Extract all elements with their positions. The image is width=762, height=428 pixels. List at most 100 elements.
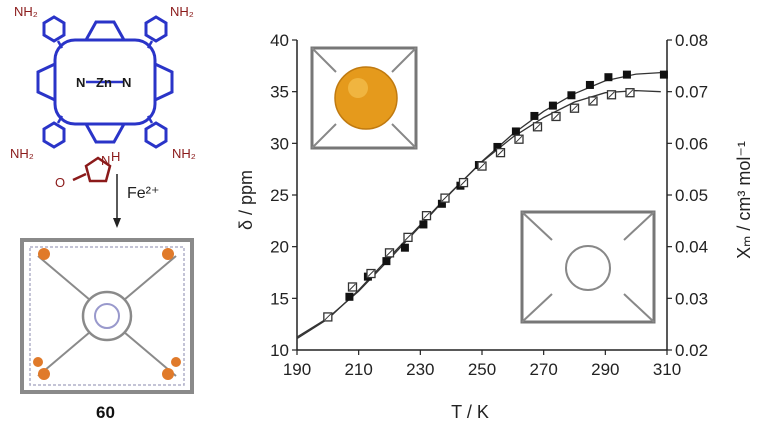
right-y-tick-label: 0.07 [675, 83, 708, 102]
phenyl-ring-top-right [144, 15, 168, 43]
filled-square-point [548, 101, 557, 110]
filled-square-point [567, 91, 576, 100]
phenyl-ring-bottom-left [42, 121, 66, 149]
filled-square-point [419, 220, 428, 229]
open-square-slash [571, 104, 578, 112]
open-square-slash [324, 313, 332, 321]
zinc-label: Zn [96, 75, 112, 90]
iron-vertex-mid-bottom-right [171, 357, 181, 367]
open-square-slash [608, 91, 615, 99]
aldehyde-bond [72, 172, 87, 182]
left-y-tick-label: 15 [270, 289, 289, 308]
open-square-slash [386, 249, 393, 257]
porphyrin-pyrrole-left [36, 62, 56, 102]
amine-label-top-left: NH₂ [14, 4, 38, 19]
cage-center-porphyrin [81, 290, 133, 342]
data-points [323, 70, 668, 322]
phenyl-link-tr [146, 40, 154, 49]
inset-cage-center [565, 245, 611, 291]
filled-square-point [530, 111, 539, 120]
iron-vertex-mid-bottom-left [33, 357, 43, 367]
filled-square-point [400, 243, 409, 252]
phenyl-link-tl [56, 40, 64, 49]
cage-inner-frame [29, 246, 185, 386]
filled-square-point [382, 257, 391, 266]
phenyl-link-bl [56, 115, 64, 124]
reaction-arrowhead [113, 218, 121, 228]
open-square-slash [460, 179, 467, 186]
cage-60-structure [20, 238, 194, 394]
right-y-tick-label: 0.06 [675, 134, 708, 153]
open-square-slash [534, 123, 541, 131]
open-square-slash [478, 162, 486, 170]
imidazole-nitrogen-label: N [101, 153, 110, 168]
cage-strut-2 [123, 255, 177, 301]
open-square-slash [589, 97, 597, 105]
open-square-slash [367, 270, 375, 277]
left-y-tick-label: 10 [270, 341, 289, 360]
filled-square-point [493, 142, 502, 151]
filled-square-point [511, 127, 520, 136]
right-y-axis-label: Xₘ / cm³ mol⁻¹ [734, 141, 754, 259]
aldehyde-oxygen-label: O [55, 175, 65, 190]
phenyl-link-br [146, 115, 154, 124]
open-square-slash [626, 89, 634, 97]
imidazole-nh-hydrogen-label: H [111, 149, 120, 164]
filled-square-point [622, 70, 631, 79]
open-square-slash [423, 212, 430, 220]
right-y-tick-label: 0.08 [675, 31, 708, 50]
inset-cage-frame-bottom [520, 210, 656, 324]
x-tick-label: 250 [468, 360, 496, 379]
reagent-label: Fe²⁺ [127, 185, 159, 202]
x-tick-label: 270 [529, 360, 557, 379]
x-axis-label: T / K [451, 402, 489, 422]
open-square-slash [349, 283, 356, 291]
nitrogen-right-label: N [122, 75, 131, 90]
phenyl-ring-top-left [42, 15, 66, 43]
porphyrin-pyrrole-bottom [84, 123, 126, 144]
iron-vertex-top-left [38, 248, 50, 260]
nitrogen-left-label: N [76, 75, 85, 90]
porphyrin-pyrrole-right [154, 62, 174, 102]
fit-curve-chemical-shift [296, 89, 661, 340]
inset-cage-with-fullerene [310, 46, 418, 150]
porphyrin-pyrrole-top [84, 20, 126, 41]
left-y-tick-label: 35 [270, 83, 289, 102]
open-square-slash [515, 135, 523, 143]
imidazole-aldehyde-structure: O H N [55, 149, 120, 190]
filled-square-point [345, 292, 354, 301]
filled-square-point [659, 70, 668, 79]
x-tick-label: 230 [406, 360, 434, 379]
filled-square-point [585, 80, 594, 89]
filled-square-point [604, 73, 613, 82]
inset-cage-struts-bottom [521, 211, 655, 323]
right-y-tick-label: 0.05 [675, 186, 708, 205]
right-y-tick-label: 0.02 [675, 341, 708, 360]
x-tick-label: 310 [653, 360, 681, 379]
inset-cage-frame-top [310, 46, 418, 150]
right-y-axis-ticks: 0.02 0.03 0.04 0.05 0.06 0.07 0.08 [667, 31, 708, 360]
right-y-tick-label: 0.03 [675, 289, 708, 308]
inset-cage-struts-top [311, 47, 417, 149]
x-axis-ticks: 190 210 230 250 270 290 310 [283, 350, 681, 379]
amine-label-bottom-left: NH₂ [10, 146, 34, 161]
fullerene-highlight [348, 78, 368, 98]
iron-vertex-bottom-right [162, 368, 174, 380]
right-y-tick-label: 0.04 [675, 238, 708, 257]
x-tick-label: 290 [591, 360, 619, 379]
left-y-tick-label: 20 [270, 238, 289, 257]
filled-square-point [437, 199, 446, 208]
iron-vertex-top-right [162, 248, 174, 260]
amine-label-bottom-right: NH₂ [172, 146, 196, 161]
open-square-slash [441, 194, 449, 202]
cage-center-ring [94, 303, 120, 329]
porphyrin-macrocycle [53, 38, 157, 126]
compound-number: 60 [96, 403, 115, 422]
left-y-tick-label: 30 [270, 134, 289, 153]
reaction-scheme: N Zn N NH₂ NH₂ NH₂ NH₂ O H N [10, 4, 196, 422]
left-y-tick-label: 25 [270, 186, 289, 205]
x-tick-label: 210 [344, 360, 372, 379]
iron-vertex-bottom-left [38, 368, 50, 380]
cage-strut-1 [37, 255, 91, 301]
